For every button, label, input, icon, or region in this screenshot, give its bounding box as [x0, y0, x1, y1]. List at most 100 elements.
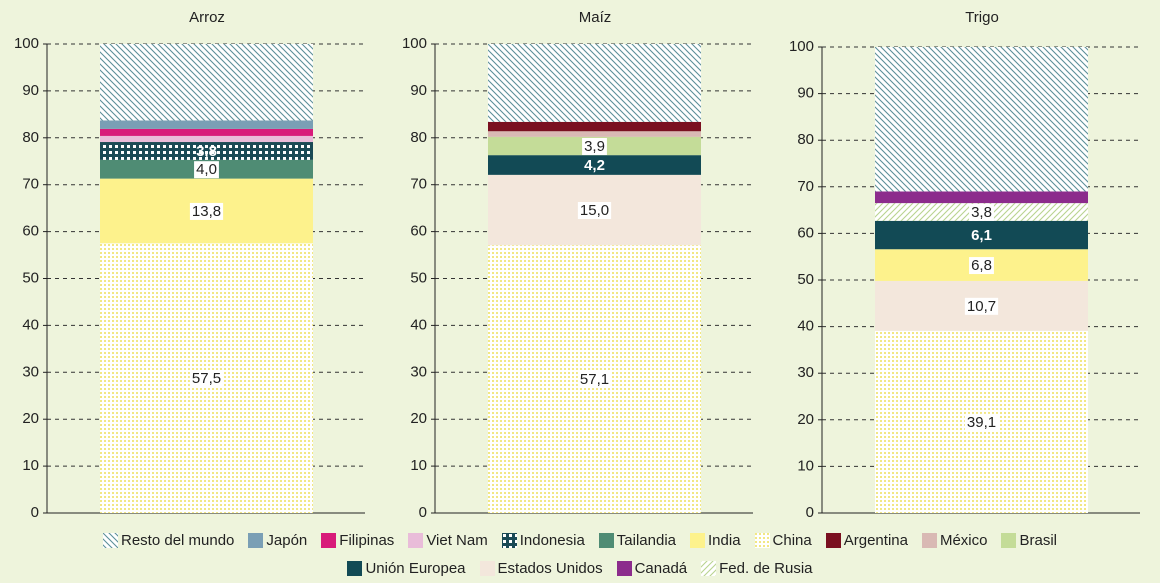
legend-item: Canadá	[616, 559, 688, 577]
legend-swatch	[347, 560, 363, 576]
label-box	[194, 161, 219, 179]
y-tick-label: 50	[797, 271, 814, 288]
y-tick-label: 0	[806, 504, 814, 521]
data-label: 15,0	[580, 202, 609, 219]
data-label: 3,8	[196, 143, 217, 160]
y-tick-label: 20	[797, 411, 814, 428]
legend-label: China	[772, 531, 812, 549]
y-tick-label: 80	[22, 129, 39, 146]
y-tick-label: 90	[22, 82, 39, 99]
chart-title: Trigo	[965, 9, 999, 26]
legend-item: Unión Europea	[347, 560, 466, 577]
data-label: 3,8	[971, 204, 992, 221]
bar-segment	[100, 135, 313, 143]
legend-swatch	[616, 560, 632, 576]
charts: Arroz010203040506070809010057,513,84,03,…	[14, 9, 1140, 521]
label-box	[577, 201, 612, 219]
data-label: 39,1	[967, 414, 996, 431]
y-tick-label: 40	[797, 318, 814, 335]
y-tick-label: 10	[22, 457, 39, 474]
legend-label: Brasil	[1019, 531, 1057, 549]
data-label: 6,1	[971, 227, 992, 244]
y-tick-label: 0	[419, 504, 427, 521]
bar-segment	[488, 131, 701, 137]
legend-label: India	[708, 531, 741, 549]
y-tick-label: 30	[797, 364, 814, 381]
y-tick-label: 60	[22, 223, 39, 240]
legend-swatch	[1001, 532, 1017, 548]
data-label: 4,0	[196, 161, 217, 178]
label-box	[964, 413, 999, 431]
bar-segment	[100, 44, 313, 121]
bar-segment	[488, 155, 701, 175]
y-tick-label: 30	[22, 363, 39, 380]
legend-label: México	[939, 531, 988, 549]
legend-label: Argentina	[843, 531, 908, 549]
legend-item: Viet Nam	[408, 531, 488, 549]
legend-swatch	[103, 532, 118, 548]
bar-segment	[100, 128, 313, 136]
legend-label: Japón	[266, 531, 308, 549]
label-box	[189, 370, 224, 388]
legend-swatch	[408, 532, 424, 548]
label-box	[189, 202, 224, 220]
legend-item: Tailandia	[598, 531, 677, 549]
y-tick-label: 70	[410, 176, 427, 193]
legend-item: México	[921, 531, 988, 549]
legend-item: Indonesia	[501, 531, 585, 549]
y-tick-label: 90	[797, 85, 814, 102]
legend-item: Estados Unidos	[479, 559, 603, 577]
bar-segment	[488, 44, 701, 122]
legend-label: Fed. de Rusia	[719, 559, 813, 577]
label-box	[969, 203, 994, 221]
legend-label: Viet Nam	[426, 531, 488, 549]
data-label: 57,1	[580, 371, 609, 388]
legend-item: Resto del mundo	[103, 532, 234, 549]
y-tick-label: 40	[22, 316, 39, 333]
y-tick-label: 20	[22, 410, 39, 427]
legend-swatch	[321, 532, 337, 548]
bar-segment	[875, 191, 1088, 204]
y-tick-label: 70	[797, 178, 814, 195]
legend-swatch	[248, 532, 264, 548]
chart-title: Maíz	[579, 9, 612, 26]
legend-item: India	[690, 532, 741, 549]
y-tick-label: 90	[410, 82, 427, 99]
chart-title: Arroz	[189, 9, 225, 26]
data-label: 57,5	[192, 370, 221, 387]
bar-segment	[488, 121, 701, 132]
legend-label: Canadá	[634, 559, 688, 577]
legend-item: Japón	[248, 532, 307, 549]
y-tick-label: 40	[410, 316, 427, 333]
y-tick-label: 100	[402, 35, 427, 52]
legend-label: Indonesia	[519, 531, 585, 549]
legend-swatch	[921, 532, 937, 548]
legend-row: Resto del mundo Japón Filipinas Viet Nam Ind…	[0, 526, 1160, 554]
y-tick-label: 70	[22, 176, 39, 193]
legend-item: Fed. de Rusia	[701, 559, 813, 577]
legend-swatch	[690, 532, 706, 548]
y-tick-label: 10	[797, 457, 814, 474]
y-tick-label: 60	[797, 224, 814, 241]
y-tick-label: 80	[797, 131, 814, 148]
y-tick-label: 10	[410, 457, 427, 474]
y-tick-label: 50	[410, 269, 427, 286]
legend-label: Estados Unidos	[497, 559, 603, 577]
legend-item: Brasil	[1001, 532, 1057, 549]
label-box	[577, 371, 612, 389]
legend-swatch	[825, 532, 841, 548]
legend-swatch	[754, 532, 770, 548]
y-tick-label: 100	[789, 38, 814, 55]
legend-label: Filipinas	[339, 531, 395, 549]
data-label: 6,8	[971, 257, 992, 274]
legend-label: Tailandia	[616, 531, 677, 549]
data-label: 3,9	[584, 138, 605, 155]
data-label: 10,7	[967, 298, 996, 315]
bar-segment	[100, 142, 313, 160]
legend-item: Filipinas	[321, 532, 394, 549]
legend-row: Unión Europea Estados Unidos Canadá Fed. de…	[0, 554, 1160, 582]
legend: Resto del mundo Japón Filipinas Viet Nam Ind…	[0, 526, 1160, 582]
bar-segment	[100, 120, 313, 129]
y-tick-label: 20	[410, 410, 427, 427]
